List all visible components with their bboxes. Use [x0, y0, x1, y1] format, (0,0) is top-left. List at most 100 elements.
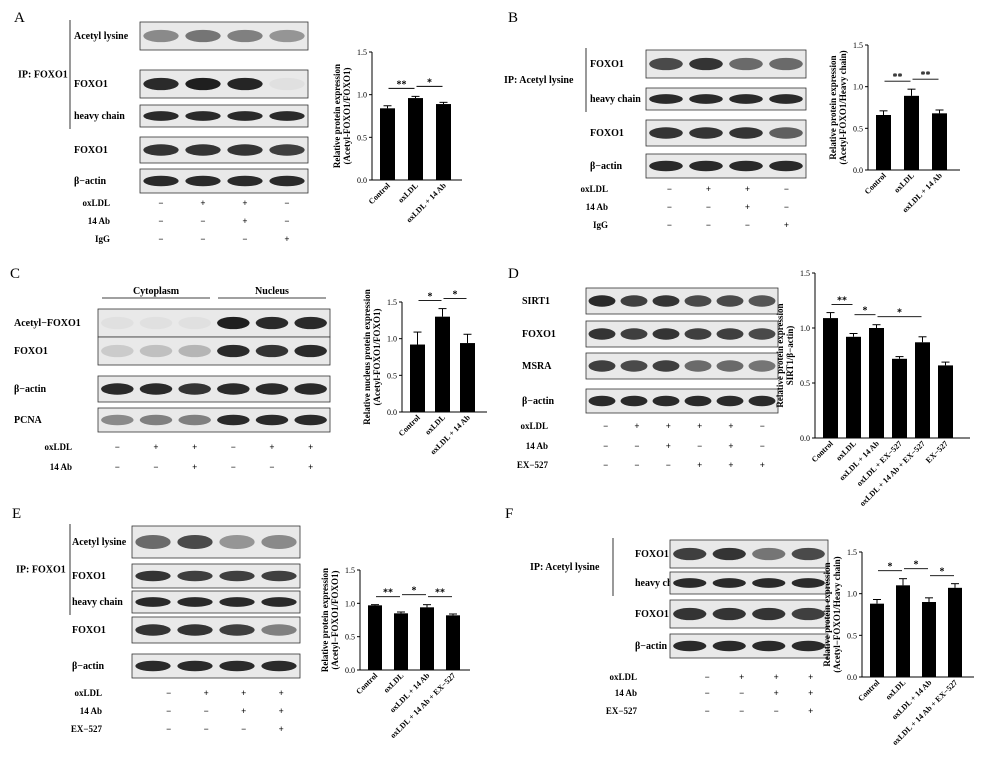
treatment-label: 14 Ab	[50, 462, 72, 472]
blot-band	[684, 395, 712, 407]
blot-row: Acetyl lysine	[74, 21, 309, 51]
y-axis-label: (Acetyl-FOXO1/Heavy chain)	[838, 50, 848, 164]
blot-band	[769, 127, 803, 139]
treatment-sign: −	[158, 234, 163, 244]
treatment-sign: −	[603, 441, 608, 451]
blot-band	[294, 414, 327, 426]
blot-band	[752, 607, 786, 621]
y-tick-label: 0.5	[800, 379, 810, 388]
treatment-sign: −	[603, 460, 608, 470]
y-axis-label: (Acetyl−FOXO1/Heavy chain)	[832, 556, 842, 672]
blot-row-label: Acetyl lysine	[74, 31, 129, 42]
treatment-sign: −	[204, 724, 209, 734]
blot-band	[255, 383, 289, 395]
treatment-sign: −	[706, 220, 711, 230]
treatment-sign: −	[774, 706, 779, 716]
blot-band	[269, 175, 305, 187]
blot-band	[219, 570, 255, 582]
blot-row: FOXO1	[590, 49, 807, 79]
blot-band	[588, 395, 616, 407]
bar	[915, 342, 930, 438]
treatment-sign: −	[760, 421, 765, 431]
y-axis-label: (Acetyl−FOXO1/FOXO1)	[330, 570, 340, 669]
blot-band	[294, 344, 327, 358]
treatment-sign: +	[666, 441, 671, 451]
y-tick-label: 0.5	[853, 124, 863, 133]
y-tick-label: 1.0	[345, 599, 355, 608]
panel-label: D	[508, 266, 519, 282]
bar	[948, 587, 962, 677]
x-category-label: Control	[367, 181, 393, 207]
blot-band	[139, 316, 173, 330]
blot-band	[219, 597, 255, 607]
treatment-sign: +	[745, 202, 750, 212]
blot-band	[135, 597, 171, 607]
blot-band	[143, 77, 179, 91]
blot-row-label: β−actin	[522, 396, 555, 407]
significance-label: *	[897, 308, 902, 319]
treatment-sign: −	[667, 220, 672, 230]
significance-label: **	[397, 79, 407, 90]
y-tick-label: 1.0	[853, 83, 863, 92]
blot-strip	[131, 590, 301, 614]
treatment-sign: −	[200, 234, 205, 244]
blot-band	[652, 360, 680, 372]
panel-e: E IP: FOXO1 Acetyl lysine FOXO1 heavy chain F…	[12, 506, 470, 740]
blot-band	[101, 414, 134, 426]
blot-row: FOXO1	[522, 320, 779, 348]
y-axis-label: Relative nucleus protein expression	[362, 289, 372, 424]
blot-band	[217, 383, 250, 395]
blot-band	[227, 29, 263, 43]
treatment-sign: −	[166, 724, 171, 734]
bar-chart: 0.0 0.5 1.0 1.5 Relative protein expression(…	[332, 48, 462, 224]
treatment-sign: −	[269, 462, 274, 472]
panel-label: F	[505, 506, 513, 522]
treatment-sign: −	[634, 441, 639, 451]
treatment-sign: +	[279, 724, 284, 734]
blot-band	[177, 624, 213, 636]
blot-band	[716, 395, 744, 407]
treatment-sign: +	[745, 184, 750, 194]
blot-row: heavy chain	[74, 104, 309, 128]
blot-band	[588, 328, 616, 340]
blot-band	[219, 660, 255, 672]
blot-row: FOXO1	[74, 136, 309, 164]
bar	[876, 115, 891, 170]
blot-band	[689, 160, 723, 172]
blot-row-label: FOXO1	[74, 145, 108, 156]
treatment-sign: −	[603, 421, 608, 431]
blot-band	[684, 360, 712, 372]
blot-row: β−actin	[635, 633, 829, 659]
x-category-label: EX−527	[924, 439, 950, 465]
blot-row-label: heavy chain	[590, 94, 641, 105]
treatment-sign: +	[192, 462, 197, 472]
blot-band	[227, 77, 263, 91]
bar	[394, 613, 408, 670]
blot-row-label: MSRA	[522, 361, 552, 372]
significance-label: **	[893, 72, 903, 83]
blot-strip	[139, 104, 309, 128]
treatment-sign: −	[705, 688, 710, 698]
blot-band	[143, 111, 179, 121]
treatment-sign: −	[667, 184, 672, 194]
treatment-sign: −	[158, 216, 163, 226]
blot-row: β−actin	[14, 375, 331, 403]
blot-row: Acetyl−FOXO1	[14, 308, 331, 338]
blot-strip	[585, 352, 779, 380]
x-category-label: oxLDL	[884, 678, 908, 702]
treatment-label: 14 Ab	[88, 216, 110, 226]
blot-row-label: Acetyl−FOXO1	[14, 318, 81, 329]
treatment-sign: +	[666, 421, 671, 431]
blot-band	[712, 578, 746, 588]
blot-band	[649, 127, 683, 139]
y-axis-label: (Acetyl-FOXO1/FOXO1)	[372, 309, 382, 406]
y-axis-label: Relative protein expression	[775, 303, 785, 407]
blot-band	[178, 414, 211, 426]
blot-row: FOXO1	[635, 599, 829, 629]
blot-band	[689, 94, 723, 104]
blot-band	[712, 640, 746, 652]
treatment-sign: −	[115, 442, 120, 452]
blot-band	[620, 395, 648, 407]
treatment-sign: +	[308, 462, 313, 472]
bar	[435, 316, 450, 412]
